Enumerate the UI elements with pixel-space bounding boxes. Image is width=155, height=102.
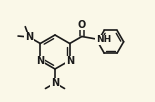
Text: N: N — [66, 56, 74, 66]
Text: NH: NH — [96, 35, 111, 44]
Text: N: N — [36, 56, 44, 66]
Text: N: N — [25, 32, 33, 42]
Text: N: N — [51, 78, 59, 88]
Text: O: O — [78, 20, 86, 30]
